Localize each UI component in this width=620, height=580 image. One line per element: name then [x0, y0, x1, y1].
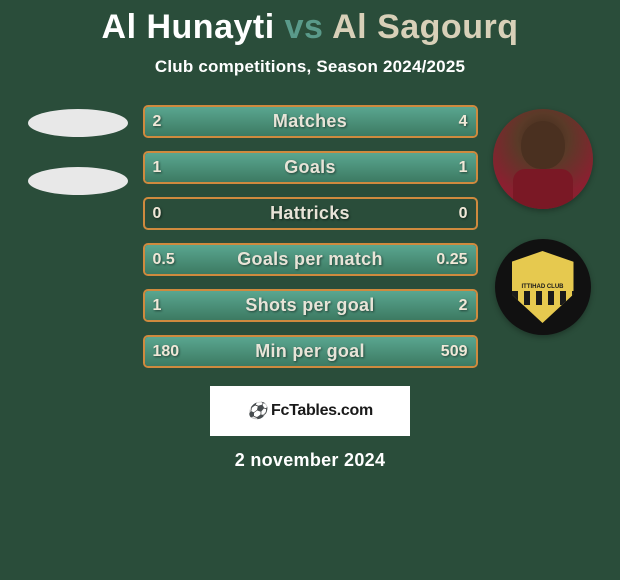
stat-row: 180509Min per goal [143, 335, 478, 368]
date: 2 november 2024 [235, 450, 386, 471]
stat-row: 12Shots per goal [143, 289, 478, 322]
stats-bars: 24Matches 11Goals 00Hattricks 0.50.25Goals … [143, 105, 478, 368]
player2-photo [493, 109, 593, 209]
right-side: ITTIHAD CLUB [488, 105, 598, 368]
stat-label: Goals [145, 153, 476, 182]
stat-row: 11Goals [143, 151, 478, 184]
stat-label: Goals per match [145, 245, 476, 274]
stat-label: Matches [145, 107, 476, 136]
title: Al Hunayti vs Al Sagourq [102, 8, 519, 47]
stat-row: 00Hattricks [143, 197, 478, 230]
title-player1: Al Hunayti [102, 8, 275, 46]
stat-label: Min per goal [145, 337, 476, 366]
subtitle: Club competitions, Season 2024/2025 [155, 57, 465, 77]
stat-label: Shots per goal [145, 291, 476, 320]
brand-text: FcTables.com [271, 402, 373, 420]
stat-row: 0.50.25Goals per match [143, 243, 478, 276]
left-side [23, 105, 133, 368]
stat-label: Hattricks [145, 199, 476, 228]
main-row: 24Matches 11Goals 00Hattricks 0.50.25Goals … [0, 105, 620, 368]
title-player2: Al Sagourq [332, 8, 518, 46]
title-vs: vs [285, 8, 324, 46]
club2-name: ITTIHAD CLUB [522, 284, 564, 291]
shield-icon: ITTIHAD CLUB [512, 251, 574, 323]
comparison-card: Al Hunayti vs Al Sagourq Club competitio… [0, 0, 620, 580]
club2-badge: ITTIHAD CLUB [495, 239, 591, 335]
shield-stripes [512, 291, 574, 305]
stat-row: 24Matches [143, 105, 478, 138]
brand-box: ⚽ FcTables.com [210, 386, 410, 436]
club1-placeholder-icon [28, 167, 128, 195]
player1-placeholder-icon [28, 109, 128, 137]
brand-icon: ⚽ [247, 401, 267, 421]
